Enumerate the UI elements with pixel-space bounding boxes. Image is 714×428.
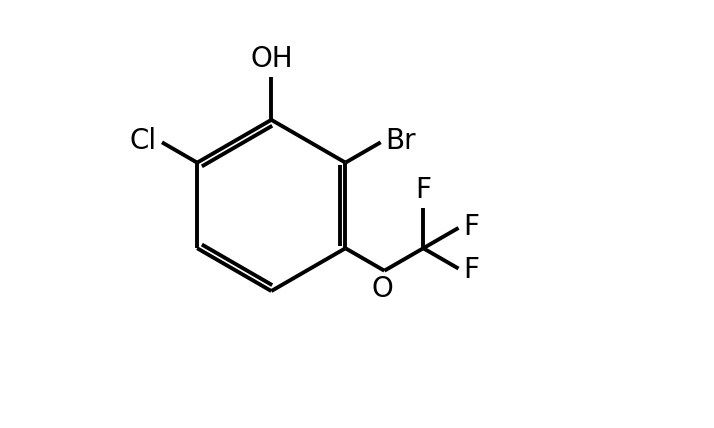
Text: F: F [463, 256, 480, 284]
Text: Cl: Cl [130, 127, 157, 155]
Text: Br: Br [386, 127, 416, 155]
Text: F: F [463, 213, 480, 241]
Text: O: O [371, 275, 393, 303]
Text: F: F [416, 175, 431, 204]
Text: OH: OH [250, 45, 293, 73]
